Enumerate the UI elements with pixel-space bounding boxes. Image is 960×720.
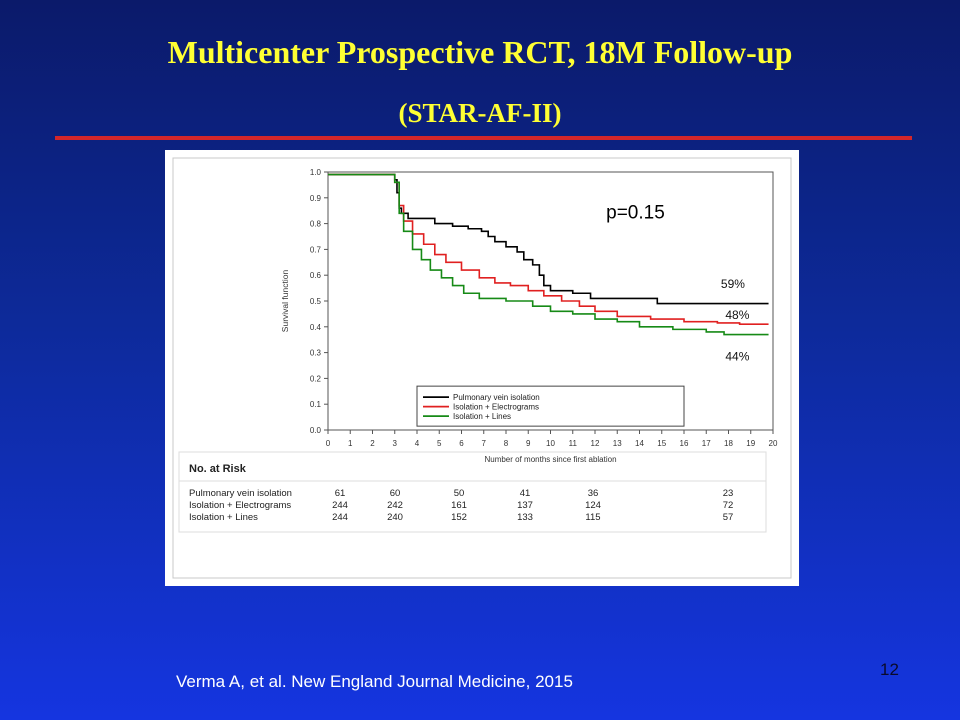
citation: Verma A, et al. New England Journal Medi… xyxy=(176,672,573,691)
x-tick-label: 6 xyxy=(459,439,464,448)
km-figure: 0.0 0.1 0.2 0.3 0.4 0.5 0.6 0.7 0.8 0.9 1.0 0 1 2 3 4 5 6… xyxy=(165,150,799,586)
x-tick-label: 13 xyxy=(613,439,622,448)
y-axis-label: Survival function xyxy=(280,270,290,333)
risk-cell: 57 xyxy=(723,512,734,523)
x-tick-label: 10 xyxy=(546,439,555,448)
x-tick-label: 11 xyxy=(569,439,578,448)
x-tick-label: 8 xyxy=(504,439,509,448)
risk-cell: 60 xyxy=(390,488,401,499)
x-tick-label: 1 xyxy=(348,439,353,448)
x-tick-label: 9 xyxy=(526,439,531,448)
x-tick-label: 16 xyxy=(680,439,689,448)
x-tick-label: 3 xyxy=(393,439,398,448)
x-tick-label: 2 xyxy=(370,439,375,448)
x-tick-label: 12 xyxy=(591,439,600,448)
y-tick-label: 0.8 xyxy=(310,220,322,229)
x-tick-label: 14 xyxy=(635,439,644,448)
risk-cell: 240 xyxy=(387,512,403,523)
x-tick-label: 5 xyxy=(437,439,442,448)
y-tick-label: 0.0 xyxy=(310,426,322,435)
series-end-label: 44% xyxy=(725,349,749,363)
p-value-annotation: p=0.15 xyxy=(606,202,665,223)
risk-cell: 152 xyxy=(451,512,467,523)
y-tick-label: 0.9 xyxy=(310,194,322,203)
x-tick-label: 7 xyxy=(482,439,487,448)
x-tick-label: 0 xyxy=(326,439,331,448)
legend-entry: Isolation + Lines xyxy=(453,412,511,421)
risk-table-heading: No. at Risk xyxy=(189,463,247,475)
y-tick-label: 0.6 xyxy=(310,271,322,280)
x-tick-label: 4 xyxy=(415,439,420,448)
risk-cell: 161 xyxy=(451,500,467,511)
y-tick-label: 0.1 xyxy=(310,400,322,409)
y-tick-label: 0.7 xyxy=(310,245,322,254)
series-end-label: 48% xyxy=(725,308,749,322)
legend-box xyxy=(416,385,685,427)
slide-subtitle: (STAR-AF-II) xyxy=(398,98,562,128)
series-end-label: 59% xyxy=(721,277,745,291)
legend-entry: Isolation + Electrograms xyxy=(453,403,539,412)
x-tick-label: 20 xyxy=(769,439,778,448)
risk-cell: 242 xyxy=(387,500,403,511)
y-tick-label: 1.0 xyxy=(310,168,322,177)
risk-cell: 115 xyxy=(585,512,600,523)
risk-cell: 72 xyxy=(723,500,734,511)
page-number: 12 xyxy=(880,660,899,679)
risk-cell: 137 xyxy=(517,500,533,511)
series-line-3 xyxy=(328,173,769,336)
slide-title: Multicenter Prospective RCT, 18M Follow-… xyxy=(167,34,793,70)
risk-cell: 23 xyxy=(723,488,734,499)
risk-cell: 244 xyxy=(332,512,348,523)
risk-cell: 50 xyxy=(454,488,465,499)
risk-table-frame xyxy=(178,451,767,533)
series-line-2 xyxy=(328,173,769,326)
km-chart-svg: 0.00.10.20.30.40.50.60.70.80.91.00 1 2 3 4 5 6… xyxy=(172,157,792,579)
y-tick-label: 0.4 xyxy=(310,323,322,332)
figure-frame xyxy=(172,157,792,579)
risk-cell: 41 xyxy=(520,488,531,499)
y-tick-label: 0.2 xyxy=(310,374,322,383)
x-tick-label: 15 xyxy=(657,439,666,448)
title-divider xyxy=(55,136,912,140)
x-tick-label: 18 xyxy=(724,439,733,448)
legend-entry: Pulmonary vein isolation xyxy=(453,393,540,402)
risk-cell: 36 xyxy=(588,488,599,499)
risk-cell: 133 xyxy=(517,512,533,523)
x-axis-label: Number of months since first ablation xyxy=(484,455,616,464)
risk-cell: 124 xyxy=(585,500,601,511)
x-tick-label: 17 xyxy=(702,439,711,448)
series-line-1 xyxy=(328,173,769,305)
x-tick-label: 19 xyxy=(746,439,755,448)
risk-cell: 244 xyxy=(332,500,348,511)
risk-row-label: Pulmonary vein isolation xyxy=(189,488,292,499)
y-tick-label: 0.5 xyxy=(310,297,322,306)
y-tick-label: 0.3 xyxy=(310,349,322,358)
risk-row-label: Isolation + Lines xyxy=(189,512,258,523)
risk-cell: 61 xyxy=(335,488,346,499)
risk-row-label: Isolation + Electrograms xyxy=(189,500,291,511)
